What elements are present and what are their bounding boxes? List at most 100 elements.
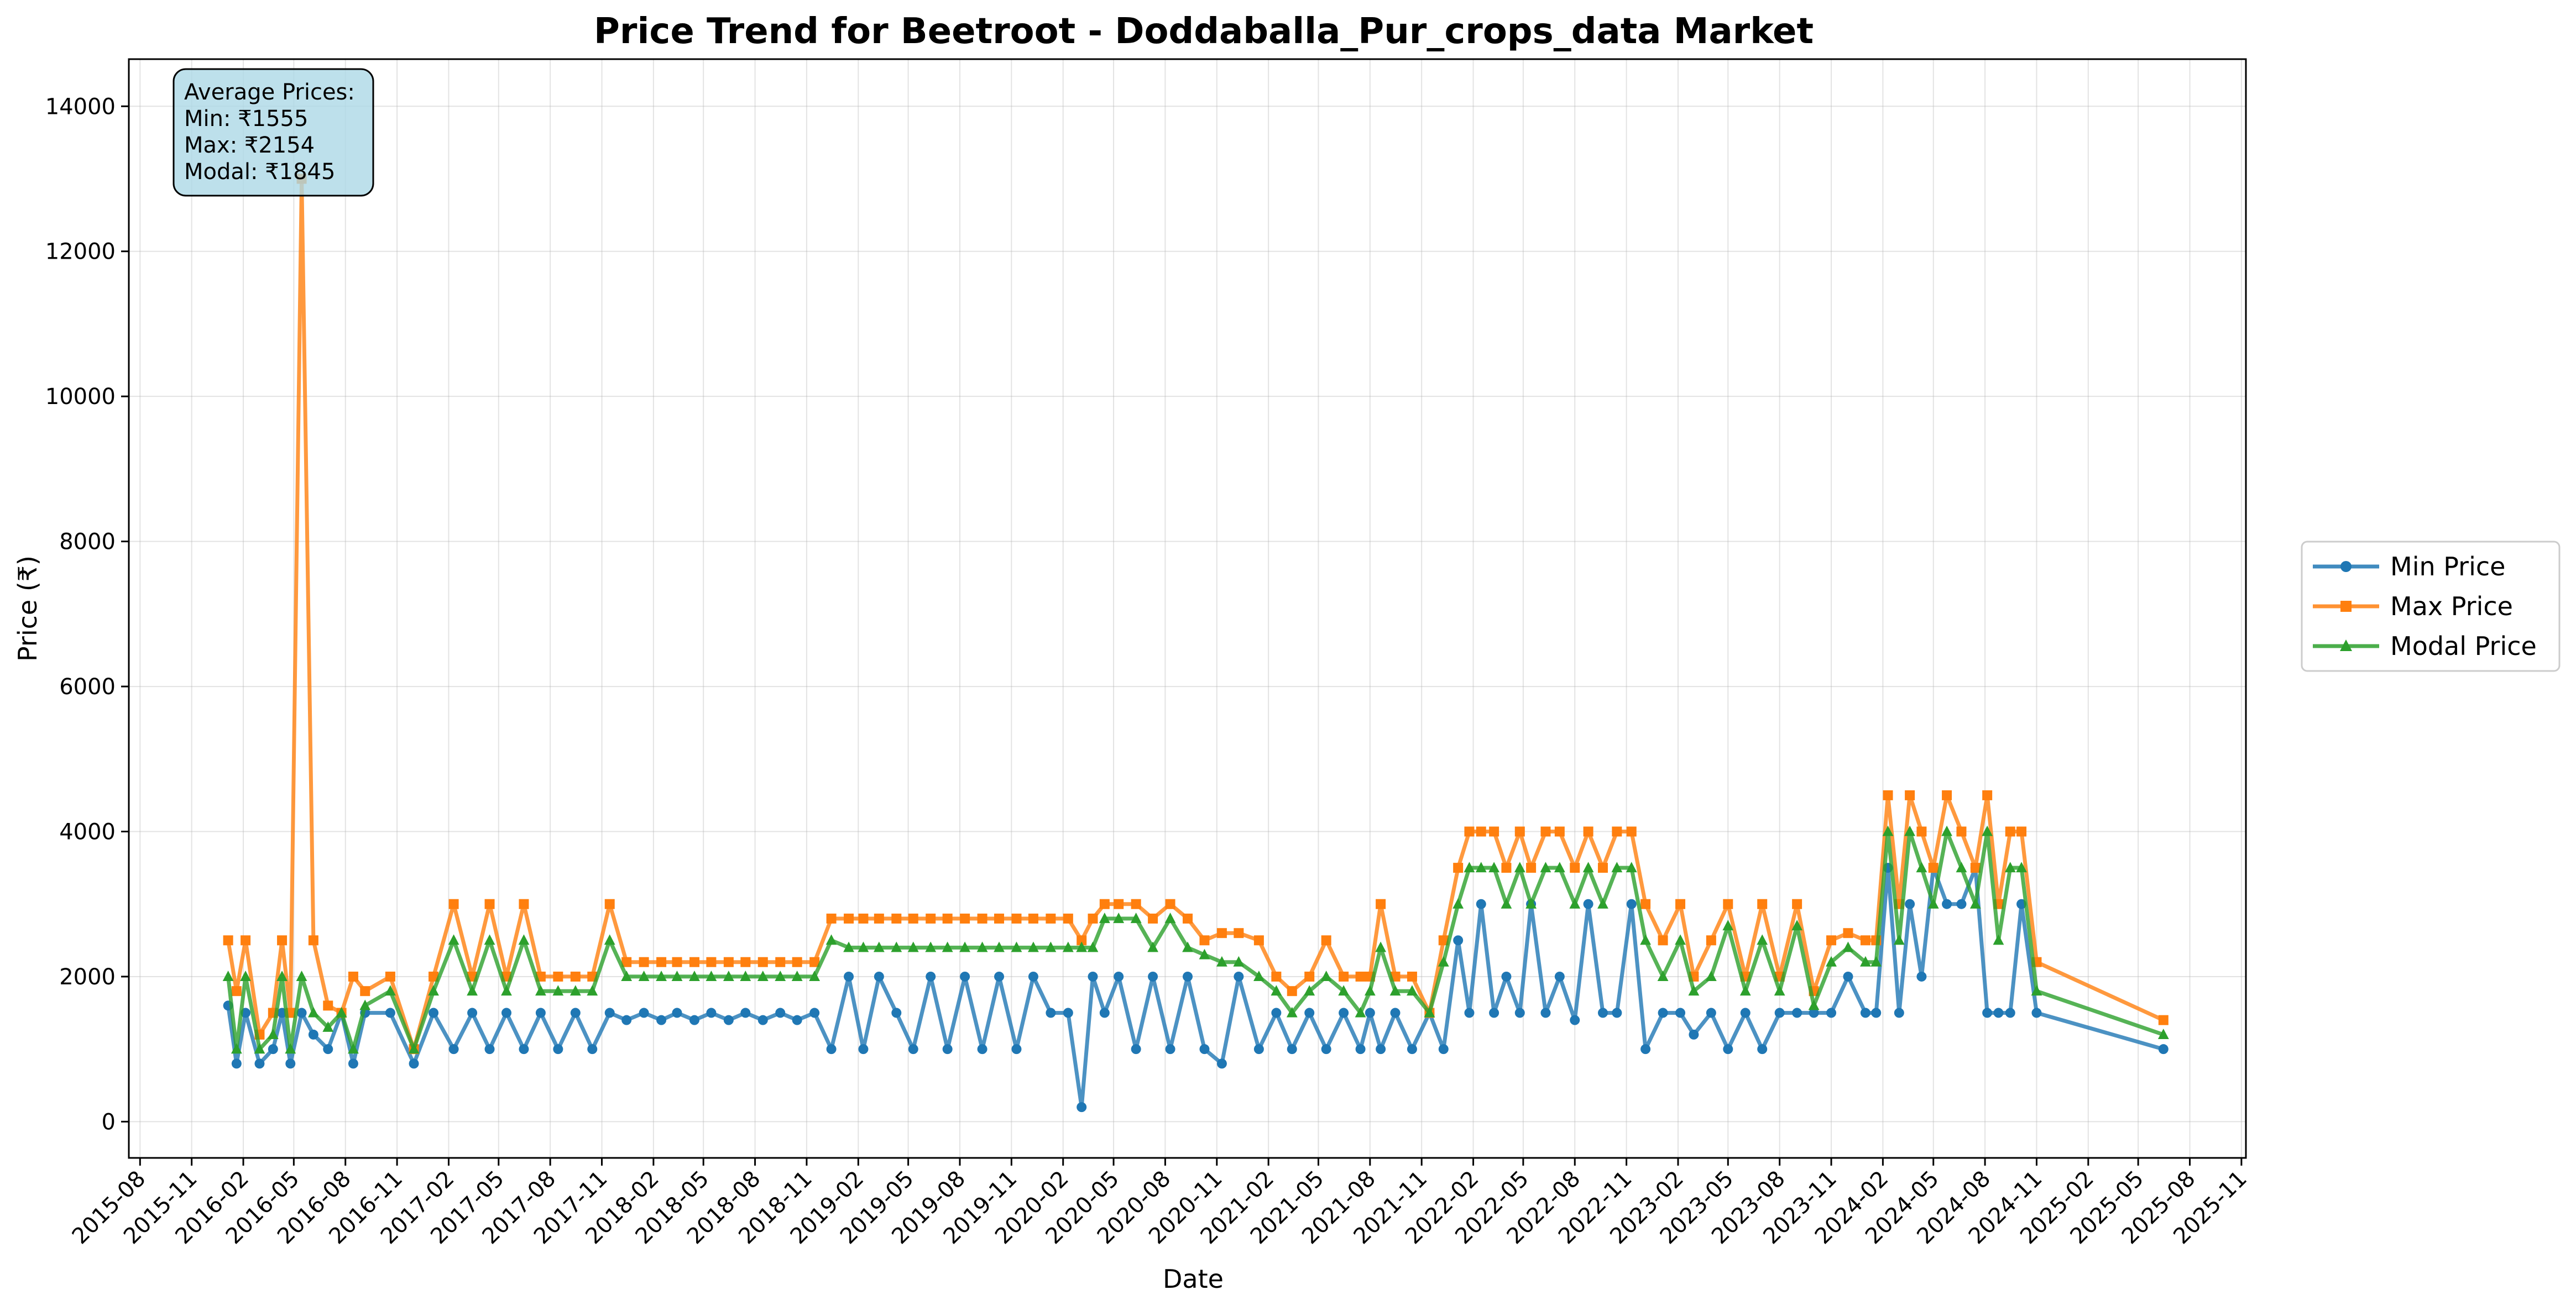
max-price-point <box>348 971 358 982</box>
modal-price-point <box>1304 985 1315 996</box>
min-price-point <box>1905 899 1915 909</box>
max-price-point <box>1843 928 1853 938</box>
legend: Min Price Max Price Modal Price <box>2301 541 2561 672</box>
min-price-point <box>1956 899 1967 909</box>
modal-price-point <box>1525 898 1537 909</box>
min-price-point <box>1843 971 1853 982</box>
min-price-point <box>1612 1008 1622 1018</box>
legend-max-price-label: Max Price <box>2390 591 2513 621</box>
max-price-point <box>553 971 563 982</box>
modal-price-point <box>604 934 615 945</box>
modal-price-point <box>222 971 234 982</box>
min-price-series <box>223 863 2169 1113</box>
min-price-point <box>1046 1008 1056 1018</box>
modal-price-point <box>959 941 971 952</box>
max-price-point <box>1916 826 1927 837</box>
min-price-point <box>1916 971 1927 982</box>
y-tick-label: 10000 <box>45 384 116 410</box>
max-price-point <box>2016 826 2027 837</box>
min-price-point <box>1453 935 1464 946</box>
min-price-point <box>1894 1008 1904 1018</box>
max-price-point <box>1464 826 1475 837</box>
modal-price-point <box>942 941 953 952</box>
max-price-point <box>1612 826 1622 837</box>
modal-price-point <box>976 941 988 952</box>
modal-price-point <box>1253 971 1265 982</box>
average-prices-box-background <box>173 68 374 197</box>
min-price-point <box>231 1058 242 1069</box>
modal-price-point <box>2016 862 2027 873</box>
min-price-point <box>826 1044 837 1055</box>
max-price-point <box>1339 971 1349 982</box>
max-price-point <box>1658 935 1668 946</box>
max-price-point <box>385 971 395 982</box>
x-axis-label: Date <box>1163 1264 1224 1294</box>
min-price-point <box>1407 1044 1417 1055</box>
modal-price-point <box>1842 941 1854 952</box>
max-price-point <box>1956 826 1967 837</box>
average-min-price: Min: ₹1555 <box>184 106 308 132</box>
min-price-point <box>809 1008 820 1018</box>
min-price-point <box>672 1008 682 1018</box>
modal-price-point <box>791 971 803 982</box>
min-price-point <box>874 971 884 982</box>
modal-price-point <box>1893 934 1905 945</box>
max-price-point <box>1757 899 1768 909</box>
min-price-point <box>553 1044 563 1055</box>
plot-frame <box>128 58 2247 1159</box>
max-price-point <box>1626 826 1637 837</box>
max-price-point <box>1077 935 1087 946</box>
modal-price-point <box>925 941 937 952</box>
max-price-point <box>1982 790 1993 800</box>
modal-price-point <box>1099 913 1110 924</box>
modal-price-point <box>1286 1006 1298 1018</box>
max-price-point <box>604 899 615 909</box>
min-price-point <box>348 1058 358 1069</box>
y-tick-label: 14000 <box>45 94 116 119</box>
modal-price-point <box>587 985 598 996</box>
max-price-point <box>977 913 987 924</box>
modal-price-point <box>1011 941 1022 952</box>
min-price-point <box>844 971 854 982</box>
modal-price-point <box>1452 898 1464 909</box>
max-price-point <box>1355 971 1366 982</box>
modal-price-point <box>1774 985 1785 996</box>
max-price-point <box>1287 986 1297 997</box>
min-price-line <box>226 866 2164 1109</box>
modal-price-point <box>891 941 902 952</box>
min-price-point <box>429 1008 439 1018</box>
min-price-point <box>977 1044 987 1055</box>
modal-price-point <box>1956 862 1967 873</box>
max-price-point <box>2158 1015 2169 1025</box>
legend-max-price-marker <box>2340 601 2352 612</box>
max-price-point <box>1526 863 1537 873</box>
modal-price-point <box>1271 985 1282 996</box>
min-price-point <box>1723 1044 1733 1055</box>
min-price-point <box>1321 1044 1331 1055</box>
max-price-point <box>689 957 699 967</box>
max-price-point <box>1063 913 1073 924</box>
max-price-point <box>908 913 918 924</box>
y-tick-label: 12000 <box>45 239 116 265</box>
min-price-point <box>1088 971 1098 982</box>
max-price-point <box>994 913 1005 924</box>
max-price-point <box>858 913 869 924</box>
min-price-point <box>1148 971 1158 982</box>
max-price-point <box>241 935 251 946</box>
min-price-point <box>1626 899 1637 909</box>
min-price-point <box>2158 1044 2169 1055</box>
max-price-point <box>1826 935 1837 946</box>
modal-price-point <box>1087 941 1099 952</box>
min-price-point <box>385 1008 395 1018</box>
average-modal-price: Modal: ₹1845 <box>184 159 335 185</box>
min-price-point <box>1253 1044 1264 1055</box>
modal-price-point <box>1722 920 1734 931</box>
max-price-point <box>757 957 768 967</box>
modal-price-point <box>1826 956 1837 967</box>
grid-lines <box>129 59 2246 1158</box>
max-price-point <box>706 957 717 967</box>
modal-price-point <box>809 971 821 982</box>
min-price-point <box>1554 971 1565 982</box>
modal-price-point <box>1424 1006 1435 1018</box>
max-price-point <box>1570 863 1580 873</box>
